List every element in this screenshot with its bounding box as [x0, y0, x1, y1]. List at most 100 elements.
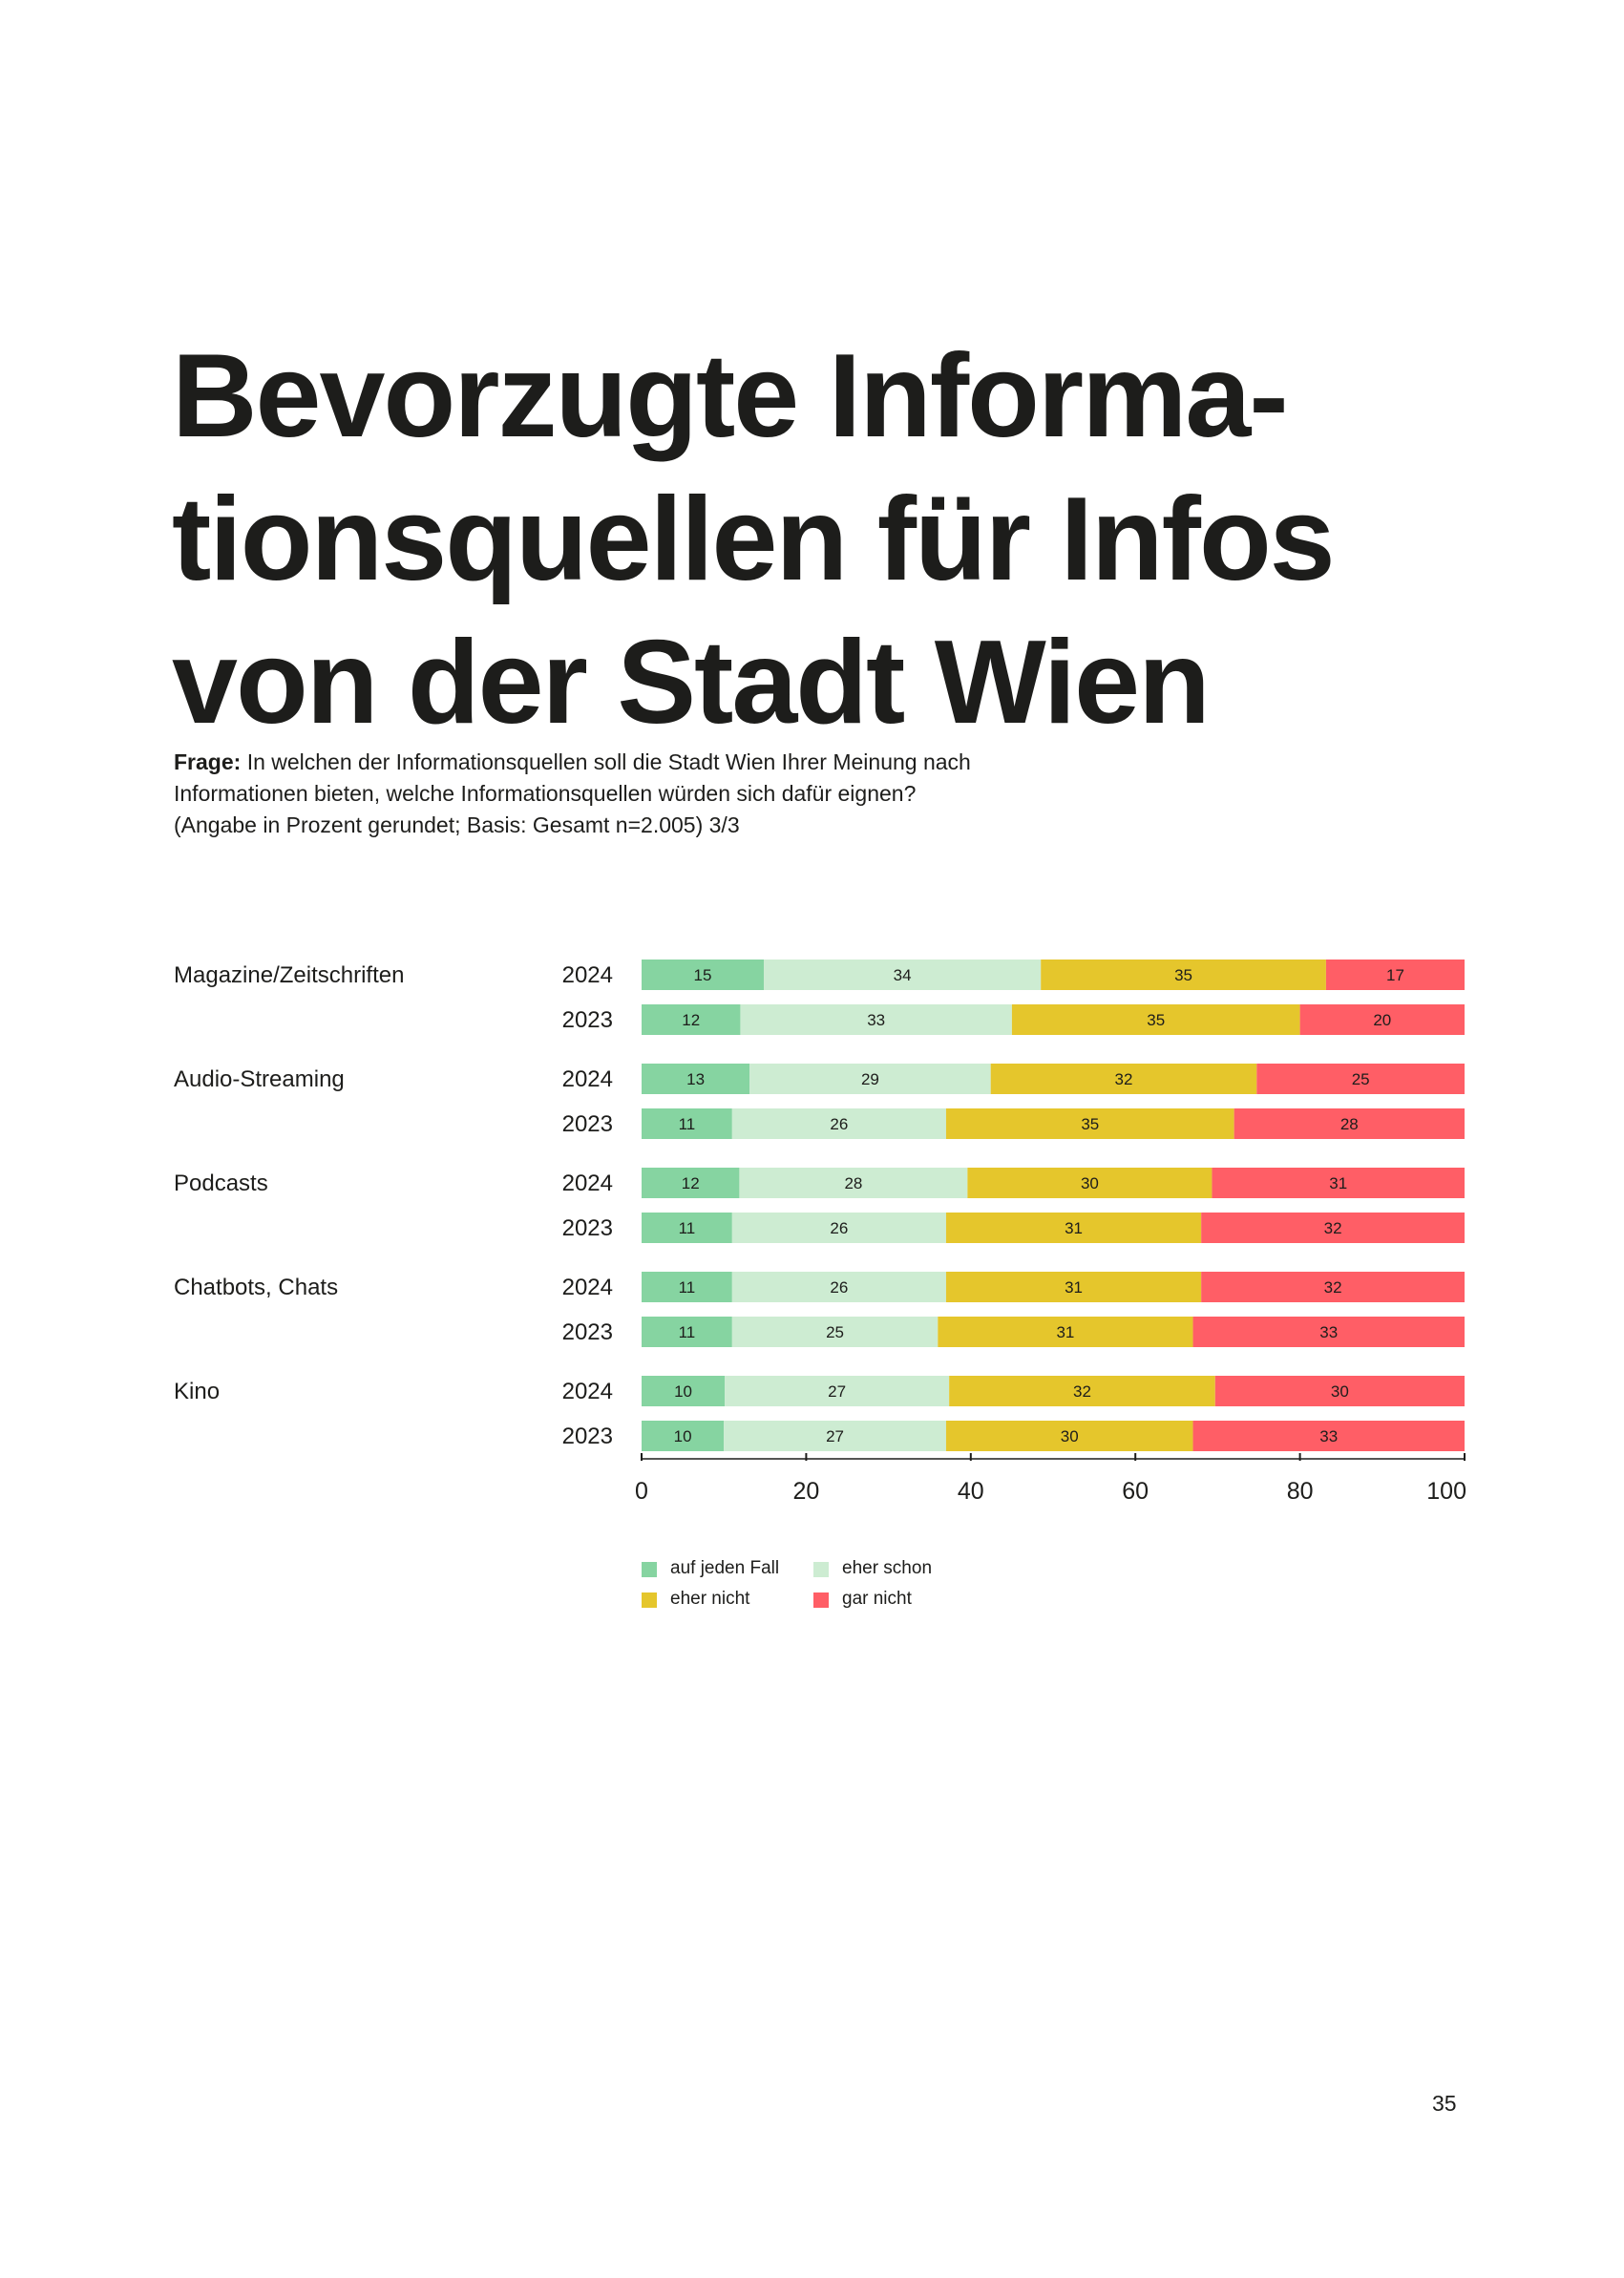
data-label-audio-streaming-2024-eher-schon: 29: [861, 1070, 879, 1088]
year-label-chatbots-chats-2023: 2023: [562, 1319, 613, 1345]
bar-magazine-zeitschriften-2024-eher-nicht: [1041, 960, 1326, 990]
year-label-podcasts-2024: 2024: [562, 1171, 613, 1196]
data-label-kino-2023-auf-jeden-fall: 10: [674, 1427, 692, 1445]
x-tick-label-20: 20: [792, 1478, 819, 1505]
bar-kino-2023-auf-jeden-fall: [642, 1421, 725, 1451]
legend-swatch-eher-nicht: [642, 1592, 657, 1608]
x-tick-label-40: 40: [958, 1478, 984, 1505]
bar-chatbots-chats-2024-eher-nicht: [945, 1272, 1202, 1302]
bar-kino-2024-auf-jeden-fall: [642, 1376, 726, 1406]
bar-kino-2024-eher-schon: [725, 1376, 950, 1406]
bar-kino-2024-eher-nicht: [949, 1376, 1215, 1406]
data-label-magazine-zeitschriften-2023-eher-nicht: 35: [1147, 1011, 1165, 1029]
year-label-audio-streaming-2023: 2023: [562, 1111, 613, 1137]
bar-kino-2023-eher-nicht: [945, 1421, 1193, 1451]
data-label-podcasts-2023-auf-jeden-fall: 11: [679, 1219, 696, 1237]
bar-chatbots-chats-2024-gar-nicht: [1201, 1272, 1465, 1302]
year-label-magazine-zeitschriften-2024: 2024: [562, 962, 613, 988]
data-label-chatbots-chats-2024-eher-schon: 26: [830, 1278, 848, 1297]
data-label-chatbots-chats-2023-gar-nicht: 33: [1319, 1323, 1338, 1341]
data-label-podcasts-2024-eher-nicht: 30: [1081, 1174, 1099, 1192]
x-tick-label-60: 60: [1122, 1478, 1149, 1505]
data-label-magazine-zeitschriften-2024-auf-jeden-fall: 15: [694, 966, 712, 984]
data-label-podcasts-2024-auf-jeden-fall: 12: [682, 1174, 700, 1192]
question-line-3: (Angabe in Prozent gerundet; Basis: Gesa…: [174, 812, 740, 837]
bar-chatbots-chats-2023-gar-nicht: [1192, 1317, 1465, 1347]
data-label-chatbots-chats-2024-gar-nicht: 32: [1324, 1278, 1342, 1297]
category-label-chatbots-chats: Chatbots, Chats: [174, 1275, 338, 1300]
bar-podcasts-2024-auf-jeden-fall: [642, 1168, 740, 1198]
bar-audio-streaming-2024-eher-schon: [749, 1064, 991, 1094]
x-tick-label-80: 80: [1287, 1478, 1314, 1505]
bar-podcasts-2023-eher-schon: [731, 1213, 946, 1243]
bar-audio-streaming-2024-auf-jeden-fall: [642, 1064, 750, 1094]
legend-swatch-auf-jeden-fall: [642, 1562, 657, 1577]
bar-magazine-zeitschriften-2023-eher-nicht: [1011, 1004, 1300, 1035]
legend-label-eher-schon: eher schon: [842, 1558, 933, 1578]
year-label-audio-streaming-2024: 2024: [562, 1066, 613, 1092]
data-label-podcasts-2024-eher-schon: 28: [844, 1174, 862, 1192]
data-label-audio-streaming-2023-eher-nicht: 35: [1081, 1115, 1099, 1133]
year-label-kino-2024: 2024: [562, 1379, 613, 1404]
bar-magazine-zeitschriften-2024-auf-jeden-fall: [642, 960, 765, 990]
data-label-kino-2023-gar-nicht: 33: [1319, 1427, 1338, 1445]
bar-podcasts-2023-gar-nicht: [1201, 1213, 1465, 1243]
data-label-magazine-zeitschriften-2024-gar-nicht: 17: [1386, 966, 1404, 984]
category-label-audio-streaming: Audio-Streaming: [174, 1066, 345, 1092]
bar-kino-2023-gar-nicht: [1192, 1421, 1465, 1451]
data-label-audio-streaming-2024-gar-nicht: 25: [1352, 1070, 1370, 1088]
category-label-podcasts: Podcasts: [174, 1171, 268, 1196]
bar-kino-2024-gar-nicht: [1214, 1376, 1465, 1406]
data-label-magazine-zeitschriften-2024-eher-schon: 34: [894, 966, 912, 984]
bar-podcasts-2023-auf-jeden-fall: [642, 1213, 732, 1243]
bar-kino-2023-eher-schon: [724, 1421, 946, 1451]
data-label-magazine-zeitschriften-2024-eher-nicht: 35: [1174, 966, 1192, 984]
bar-audio-streaming-2024-gar-nicht: [1256, 1064, 1465, 1094]
x-tick-label-0: 0: [635, 1478, 648, 1505]
data-label-kino-2024-eher-nicht: 32: [1073, 1382, 1091, 1401]
page-title: Bevorzugte Informa- tionsquellen für Inf…: [172, 325, 1413, 754]
data-label-podcasts-2023-eher-nicht: 31: [1065, 1219, 1083, 1237]
bar-magazine-zeitschriften-2023-auf-jeden-fall: [642, 1004, 741, 1035]
data-label-magazine-zeitschriften-2023-auf-jeden-fall: 12: [682, 1011, 700, 1029]
legend-swatch-eher-schon: [813, 1562, 829, 1577]
bar-podcasts-2024-eher-schon: [739, 1168, 968, 1198]
title-line-3: von der Stadt Wien: [172, 617, 1211, 749]
bar-chatbots-chats-2024-auf-jeden-fall: [642, 1272, 732, 1302]
bar-magazine-zeitschriften-2023-eher-schon: [740, 1004, 1012, 1035]
bar-chatbots-chats-2023-eher-schon: [731, 1317, 939, 1347]
data-label-kino-2024-gar-nicht: 30: [1331, 1382, 1349, 1401]
question-line-2: Informationen bieten, welche Information…: [174, 781, 917, 806]
data-label-podcasts-2023-eher-schon: 26: [830, 1219, 848, 1237]
data-label-podcasts-2024-gar-nicht: 31: [1329, 1174, 1347, 1192]
x-tick-label-100: 100: [1426, 1478, 1466, 1505]
data-label-chatbots-chats-2023-eher-schon: 25: [826, 1323, 844, 1341]
bar-podcasts-2023-eher-nicht: [945, 1213, 1202, 1243]
data-label-magazine-zeitschriften-2023-eher-schon: 33: [867, 1011, 885, 1029]
data-label-kino-2023-eher-nicht: 30: [1061, 1427, 1079, 1445]
data-label-magazine-zeitschriften-2023-gar-nicht: 20: [1373, 1011, 1391, 1029]
title-line-1: Bevorzugte Informa-: [172, 330, 1289, 462]
bar-audio-streaming-2023-eher-schon: [731, 1108, 946, 1139]
data-label-audio-streaming-2024-eher-nicht: 32: [1115, 1070, 1133, 1088]
data-label-chatbots-chats-2024-eher-nicht: 31: [1065, 1278, 1083, 1297]
category-label-magazine-zeitschriften: Magazine/Zeitschriften: [174, 962, 404, 988]
data-label-kino-2024-eher-schon: 27: [828, 1382, 846, 1401]
legend-label-gar-nicht: gar nicht: [842, 1589, 912, 1609]
year-label-chatbots-chats-2024: 2024: [562, 1275, 613, 1300]
data-label-kino-2024-auf-jeden-fall: 10: [674, 1382, 692, 1401]
data-label-kino-2023-eher-schon: 27: [826, 1427, 844, 1445]
page-number: 35: [1432, 2091, 1457, 2116]
data-label-podcasts-2023-gar-nicht: 32: [1324, 1219, 1342, 1237]
title-line-2: tionsquellen für Infos: [172, 474, 1336, 605]
question-text: Frage: In welchen der Informationsquelle…: [174, 747, 1128, 841]
bar-magazine-zeitschriften-2023-gar-nicht: [1299, 1004, 1465, 1035]
data-label-audio-streaming-2023-gar-nicht: 28: [1340, 1115, 1359, 1133]
bar-chatbots-chats-2023-eher-nicht: [938, 1317, 1193, 1347]
data-label-chatbots-chats-2023-auf-jeden-fall: 11: [679, 1323, 696, 1341]
bar-audio-streaming-2023-eher-nicht: [945, 1108, 1234, 1139]
legend-label-eher-nicht: eher nicht: [670, 1589, 750, 1609]
bar-audio-streaming-2024-eher-nicht: [990, 1064, 1257, 1094]
year-label-kino-2023: 2023: [562, 1424, 613, 1449]
bar-chatbots-chats-2024-eher-schon: [731, 1272, 946, 1302]
